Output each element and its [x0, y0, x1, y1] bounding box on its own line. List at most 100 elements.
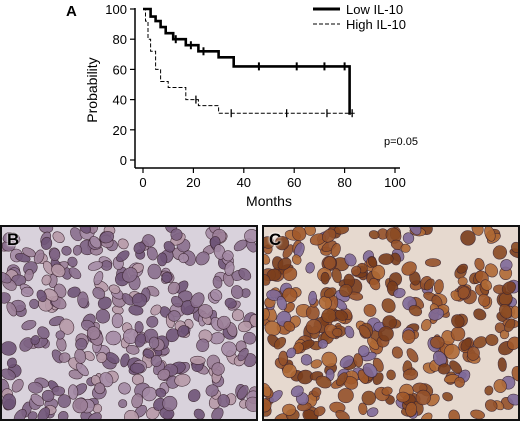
cell-nucleus — [238, 268, 252, 281]
cell-nucleus — [96, 352, 108, 363]
cell-nucleus — [286, 347, 297, 359]
cell-nucleus — [93, 271, 104, 286]
y-tick-label: 0 — [120, 153, 127, 168]
cell-nucleus — [52, 231, 65, 244]
cell-nucleus — [367, 256, 378, 268]
cell-nucleus — [430, 335, 445, 349]
y-tick-label: 100 — [105, 2, 127, 17]
cell-nucleus — [278, 350, 289, 366]
cell-nucleus — [222, 250, 234, 262]
cell-nucleus — [470, 409, 485, 419]
cell-nucleus — [105, 330, 122, 346]
cell-nucleus — [337, 388, 354, 404]
cell-nucleus — [167, 281, 180, 295]
cell-nucleus — [41, 274, 52, 286]
cell-nucleus — [198, 304, 213, 319]
cell-nucleus — [174, 373, 191, 387]
cell-nucleus — [460, 337, 472, 352]
cell-nucleus — [148, 336, 160, 349]
cell-nucleus — [210, 289, 223, 302]
cell-nucleus — [29, 298, 40, 309]
cell-nucleus — [396, 391, 410, 403]
cell-nucleus — [58, 352, 71, 363]
cell-nucleus — [264, 320, 281, 336]
cell-nucleus — [478, 293, 491, 307]
cell-nucleus — [344, 325, 355, 339]
x-tick-label: 80 — [337, 175, 351, 190]
cell-nucleus — [391, 346, 403, 359]
cell-nucleus — [37, 326, 50, 340]
cell-nucleus — [87, 261, 103, 271]
cell-nucleus — [381, 386, 393, 396]
cell-nucleus — [493, 379, 507, 393]
cell-nucleus — [371, 264, 386, 280]
cell-nucleus — [74, 348, 86, 364]
cell-nucleus — [264, 253, 271, 265]
cell-nucleus — [454, 376, 465, 388]
cell-nucleus — [244, 229, 256, 243]
cell-nucleus — [27, 411, 38, 419]
cell-nucleus — [129, 362, 145, 374]
cell-nucleus — [30, 393, 45, 407]
cell-nucleus — [282, 363, 297, 379]
cell-nucleus — [22, 247, 36, 258]
cell-nucleus — [125, 345, 140, 355]
cell-nucleus — [20, 286, 34, 298]
x-tick-label: 40 — [237, 175, 251, 190]
cell-nucleus — [393, 288, 406, 299]
cell-nucleus — [61, 245, 72, 256]
cell-nucleus — [499, 304, 513, 319]
cell-nucleus — [420, 412, 433, 419]
cell-nucleus — [177, 325, 190, 338]
cell-nucleus — [2, 393, 17, 411]
cell-nucleus — [264, 398, 272, 413]
cell-nucleus — [2, 292, 11, 304]
cell-nucleus — [37, 407, 51, 419]
cell-nucleus — [433, 279, 444, 294]
cell-nucleus — [378, 253, 394, 265]
cell-nucleus — [205, 384, 219, 397]
micrograph-panel-c: C — [262, 225, 520, 421]
cell-nucleus — [187, 389, 201, 403]
cell-nucleus — [408, 305, 423, 317]
y-tick-label: 80 — [113, 32, 127, 47]
cell-nucleus — [276, 296, 287, 311]
cell-nucleus — [221, 341, 237, 357]
cell-nucleus — [13, 409, 27, 419]
cell-nucleus — [305, 319, 322, 335]
cell-nucleus — [68, 267, 82, 280]
cell-nucleus — [150, 304, 162, 316]
cell-nucleus — [67, 256, 78, 268]
cell-nucleus — [331, 267, 342, 284]
cell-nucleus — [6, 302, 17, 317]
cell-nucleus — [448, 409, 461, 419]
cell-nucleus — [168, 310, 181, 322]
cell-nucleus — [497, 357, 507, 372]
cell-nucleus — [231, 285, 244, 299]
cell-nucleus — [511, 241, 518, 253]
cell-nucleus — [108, 284, 121, 294]
cell-nucleus — [99, 372, 114, 388]
cell-nucleus — [474, 257, 485, 271]
legend-label-low-il10: Low IL-10 — [346, 2, 403, 17]
cell-nucleus — [330, 243, 341, 257]
cell-nucleus — [451, 314, 465, 329]
cell-nucleus — [161, 271, 173, 283]
cell-nucleus — [79, 227, 92, 234]
cell-nucleus — [2, 341, 17, 356]
cell-nucleus — [322, 228, 337, 243]
cell-nucleus — [213, 244, 226, 260]
cell-nucleus — [300, 354, 313, 366]
cell-nucleus — [362, 363, 378, 378]
cell-nucleus — [21, 319, 37, 331]
cell-nucleus — [428, 308, 445, 321]
cell-nucleus — [457, 286, 470, 300]
cell-nucleus — [190, 355, 206, 365]
cell-nucleus — [323, 256, 337, 270]
cell-nucleus — [368, 230, 380, 240]
cell-nucleus — [51, 386, 65, 396]
cell-nucleus — [162, 395, 178, 412]
cell-nucleus — [351, 265, 362, 276]
cell-nucleus — [264, 236, 275, 249]
cell-nucleus — [128, 305, 144, 316]
